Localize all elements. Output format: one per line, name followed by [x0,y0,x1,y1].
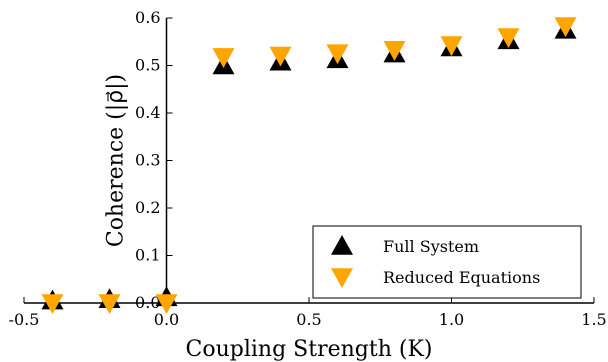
y-tick-label: 0.1 [135,246,160,265]
y-axis-label: Coherence (|ρ⃗|) [104,74,129,247]
series-1 [41,17,577,314]
reduced-equations-point [98,294,121,314]
reduced-equations-point [383,41,406,61]
reduced-equations-point [269,46,292,67]
x-tick-label: 0.5 [296,310,321,329]
data-marks [41,17,577,314]
reduced-equations-point [497,28,520,48]
y-tick-label: 0.3 [135,151,160,170]
y-tick-label: 0.4 [135,103,160,122]
y-tick-label: 0.5 [135,56,160,75]
legend-marker-full-system [331,235,353,255]
y-tick-label: 0.6 [135,8,160,27]
x-tick-label: 1.0 [439,310,464,329]
legend-marker-reduced-equations [331,268,353,288]
reduced-equations-point [41,294,64,314]
reduced-equations-point [554,17,577,38]
legend-label: Full System [383,237,479,256]
y-tick-label: 0.2 [135,198,160,217]
reduced-equations-point [212,48,235,68]
x-axis-label: Coupling Strength (K) [186,337,433,362]
reduced-equations-point [440,36,463,57]
legend-box [312,225,582,299]
x-tick-label: 0.0 [154,310,179,329]
reduced-equations-point [155,294,178,314]
axes: -0.5 0.0 0.5 1.0 1.5 0.0 0.1 0.2 0.3 0.4 0.5 0.6 Cou… [9,8,607,362]
y-tick-label: 0.0 [135,293,160,312]
legend: Full System Reduced Equations [312,225,582,299]
x-tick-label: -0.5 [9,310,40,329]
reduced-equations-point [326,44,349,65]
x-tick-label: 1.5 [581,310,606,329]
legend-label: Reduced Equations [383,268,540,287]
